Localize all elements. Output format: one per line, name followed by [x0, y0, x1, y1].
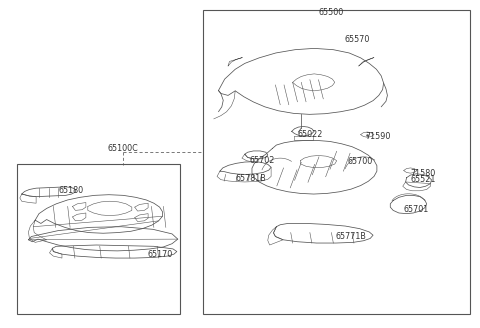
Text: 65521: 65521: [410, 175, 436, 184]
Bar: [17, 164, 180, 314]
Text: 65702: 65702: [250, 155, 275, 165]
Text: 65701: 65701: [404, 205, 429, 214]
Text: 65570: 65570: [344, 35, 370, 44]
Text: 71580: 71580: [410, 169, 436, 178]
Text: 65700: 65700: [347, 157, 372, 166]
Text: 65500: 65500: [318, 8, 344, 17]
Text: 71590: 71590: [365, 133, 391, 141]
Bar: [203, 10, 470, 314]
Text: 65771B: 65771B: [336, 232, 367, 241]
Text: 65022: 65022: [298, 130, 323, 139]
Text: 65180: 65180: [58, 186, 83, 195]
Text: 65781B: 65781B: [235, 174, 266, 183]
Text: 65100C: 65100C: [108, 144, 138, 153]
Text: 65170: 65170: [147, 250, 172, 259]
